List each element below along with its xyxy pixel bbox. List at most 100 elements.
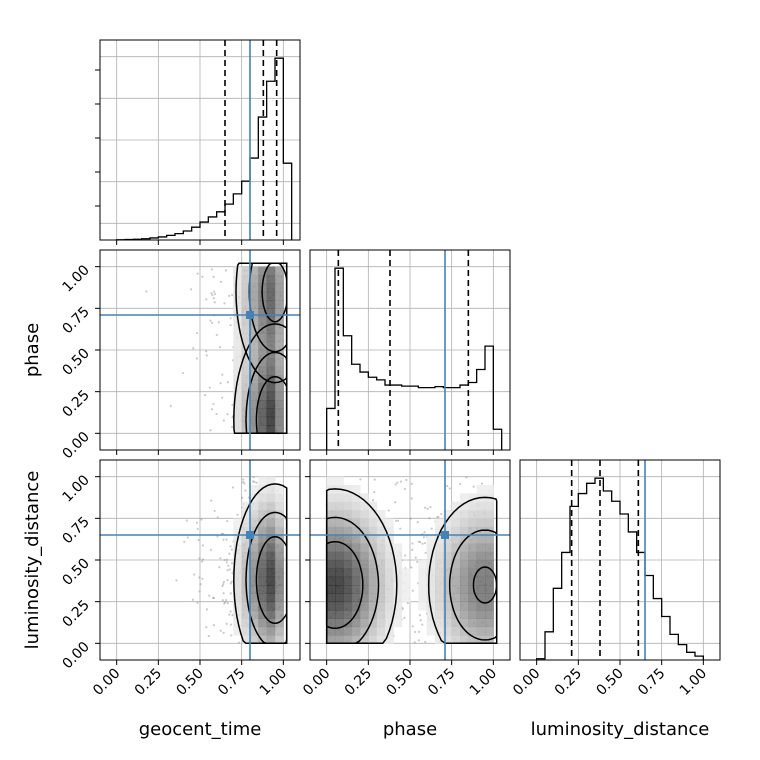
density-bin [275,510,284,519]
density-bin [266,551,276,561]
density-bin [275,408,284,418]
density-bin [376,535,386,544]
y-tick-label: 0.50 [59,346,92,379]
density-bin [275,358,284,368]
density-bin [393,585,403,594]
density-bin [443,518,453,528]
density-bin [485,585,494,594]
scatter-point [201,558,205,561]
density-bin [326,585,336,594]
density-bin [326,476,336,486]
density-bin [241,635,251,644]
density-bin [368,510,378,519]
density-bin [258,416,268,426]
density-bin [258,501,268,511]
scatter-point [229,545,232,548]
density-bin [266,375,276,384]
density-bin [241,300,251,309]
density-bin [401,593,411,603]
density-bin [460,560,469,569]
density-bin [275,375,284,384]
density-bin [326,635,336,644]
density-bin [258,526,268,536]
density-bin [233,391,243,401]
density-bin [233,626,243,636]
density-bin [250,308,259,318]
scatter-point [419,540,422,544]
scatter-point [241,496,244,499]
scatter-point [210,292,213,295]
density-bin [376,576,386,586]
density-bin [376,560,386,569]
density-bin [451,585,461,594]
scatter-point [459,482,462,486]
density-bin [233,526,243,536]
scatter-point [417,540,420,543]
density-bin [233,568,243,578]
density-bin [401,585,411,594]
y-tick-label: 0.00 [59,639,92,672]
density-bin [250,375,259,384]
scatter-point [229,610,232,613]
density-bin [360,576,369,586]
density-bin [335,526,344,536]
y-tick-label: 0.75 [59,304,92,337]
density-bin [258,576,268,586]
density-bin [326,618,336,628]
density-bin [326,626,336,636]
density-bin [326,501,336,511]
density-bin [485,560,494,569]
scatter-point [191,598,195,601]
density-bin [258,325,268,334]
density-bin [241,291,251,301]
scatter-point [397,519,400,522]
scatter-point [212,297,215,300]
scatter-point [228,294,231,297]
density-bin [241,543,251,553]
density-bin [266,275,276,284]
density-bin [468,601,478,611]
scatter-point [419,619,422,622]
density-bin [443,618,453,628]
density-bin [250,518,259,528]
density-bin [460,610,469,619]
density-bin [443,543,453,553]
density-bin [266,560,276,569]
density-bin [426,568,436,578]
density-bin [468,543,478,553]
density-bin [476,501,486,511]
scatter-point [416,560,419,564]
density-bin [343,635,353,644]
density-bin [266,358,276,368]
density-bin [275,325,284,334]
scatter-point [213,509,216,513]
density-bin [250,400,259,409]
scatter-point [219,382,222,385]
density-bin [266,400,276,409]
density-bin [351,568,361,578]
density-bin [266,485,276,494]
scatter-point [181,371,185,375]
scatter-point [222,631,225,634]
density-bin [443,551,453,561]
density-bin [393,593,403,603]
density-bin [385,543,394,553]
density-bin [250,560,259,569]
density-bin [360,543,369,553]
density-bin [266,476,276,486]
density-bin [258,635,268,644]
density-bin [451,610,461,619]
scatter-point [231,486,235,489]
contour-line [325,540,364,630]
density-bin [426,585,436,594]
density-bin [368,626,378,636]
density-bin [351,626,361,636]
scatter-point [406,601,409,605]
scatter-point [416,521,419,524]
histogram-luminosity_distance [536,460,704,660]
density-bin [451,501,461,511]
scatter-point [225,558,229,561]
density-bin [485,518,494,528]
scatter-point [421,623,424,626]
density-bin [368,576,378,586]
